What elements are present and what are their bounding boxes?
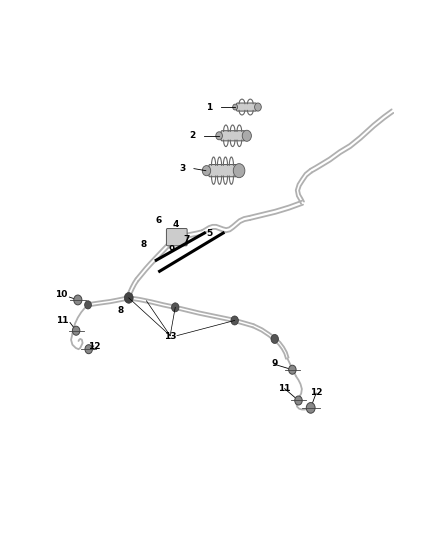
Text: 13: 13 — [164, 332, 177, 341]
Circle shape — [271, 334, 279, 343]
Text: 6: 6 — [156, 216, 162, 225]
Text: 9: 9 — [169, 245, 175, 254]
Circle shape — [124, 293, 133, 303]
Circle shape — [233, 104, 237, 110]
FancyBboxPatch shape — [237, 103, 257, 111]
Text: 2: 2 — [189, 131, 196, 140]
Circle shape — [216, 132, 223, 140]
Circle shape — [233, 164, 245, 177]
FancyBboxPatch shape — [209, 165, 237, 177]
Circle shape — [306, 402, 315, 413]
Text: 8: 8 — [118, 306, 124, 315]
Circle shape — [295, 396, 302, 405]
Text: 9: 9 — [272, 359, 278, 368]
Circle shape — [85, 301, 92, 309]
Text: 12: 12 — [310, 388, 322, 397]
Circle shape — [74, 295, 82, 305]
FancyBboxPatch shape — [166, 229, 187, 246]
Text: 8: 8 — [140, 240, 146, 248]
Circle shape — [242, 130, 251, 141]
Circle shape — [289, 365, 296, 374]
Text: 7: 7 — [183, 235, 190, 244]
Text: 4: 4 — [172, 220, 178, 229]
Circle shape — [72, 326, 80, 335]
Circle shape — [172, 303, 179, 312]
Text: 10: 10 — [55, 290, 67, 299]
Text: 5: 5 — [206, 229, 212, 238]
Circle shape — [85, 345, 92, 354]
Text: 11: 11 — [278, 384, 291, 393]
Circle shape — [254, 103, 261, 111]
FancyBboxPatch shape — [221, 131, 245, 141]
Text: 3: 3 — [179, 164, 185, 173]
Text: 12: 12 — [88, 342, 100, 351]
Text: 11: 11 — [56, 316, 68, 325]
Circle shape — [202, 166, 211, 176]
Text: 1: 1 — [206, 102, 212, 111]
Circle shape — [231, 316, 238, 325]
